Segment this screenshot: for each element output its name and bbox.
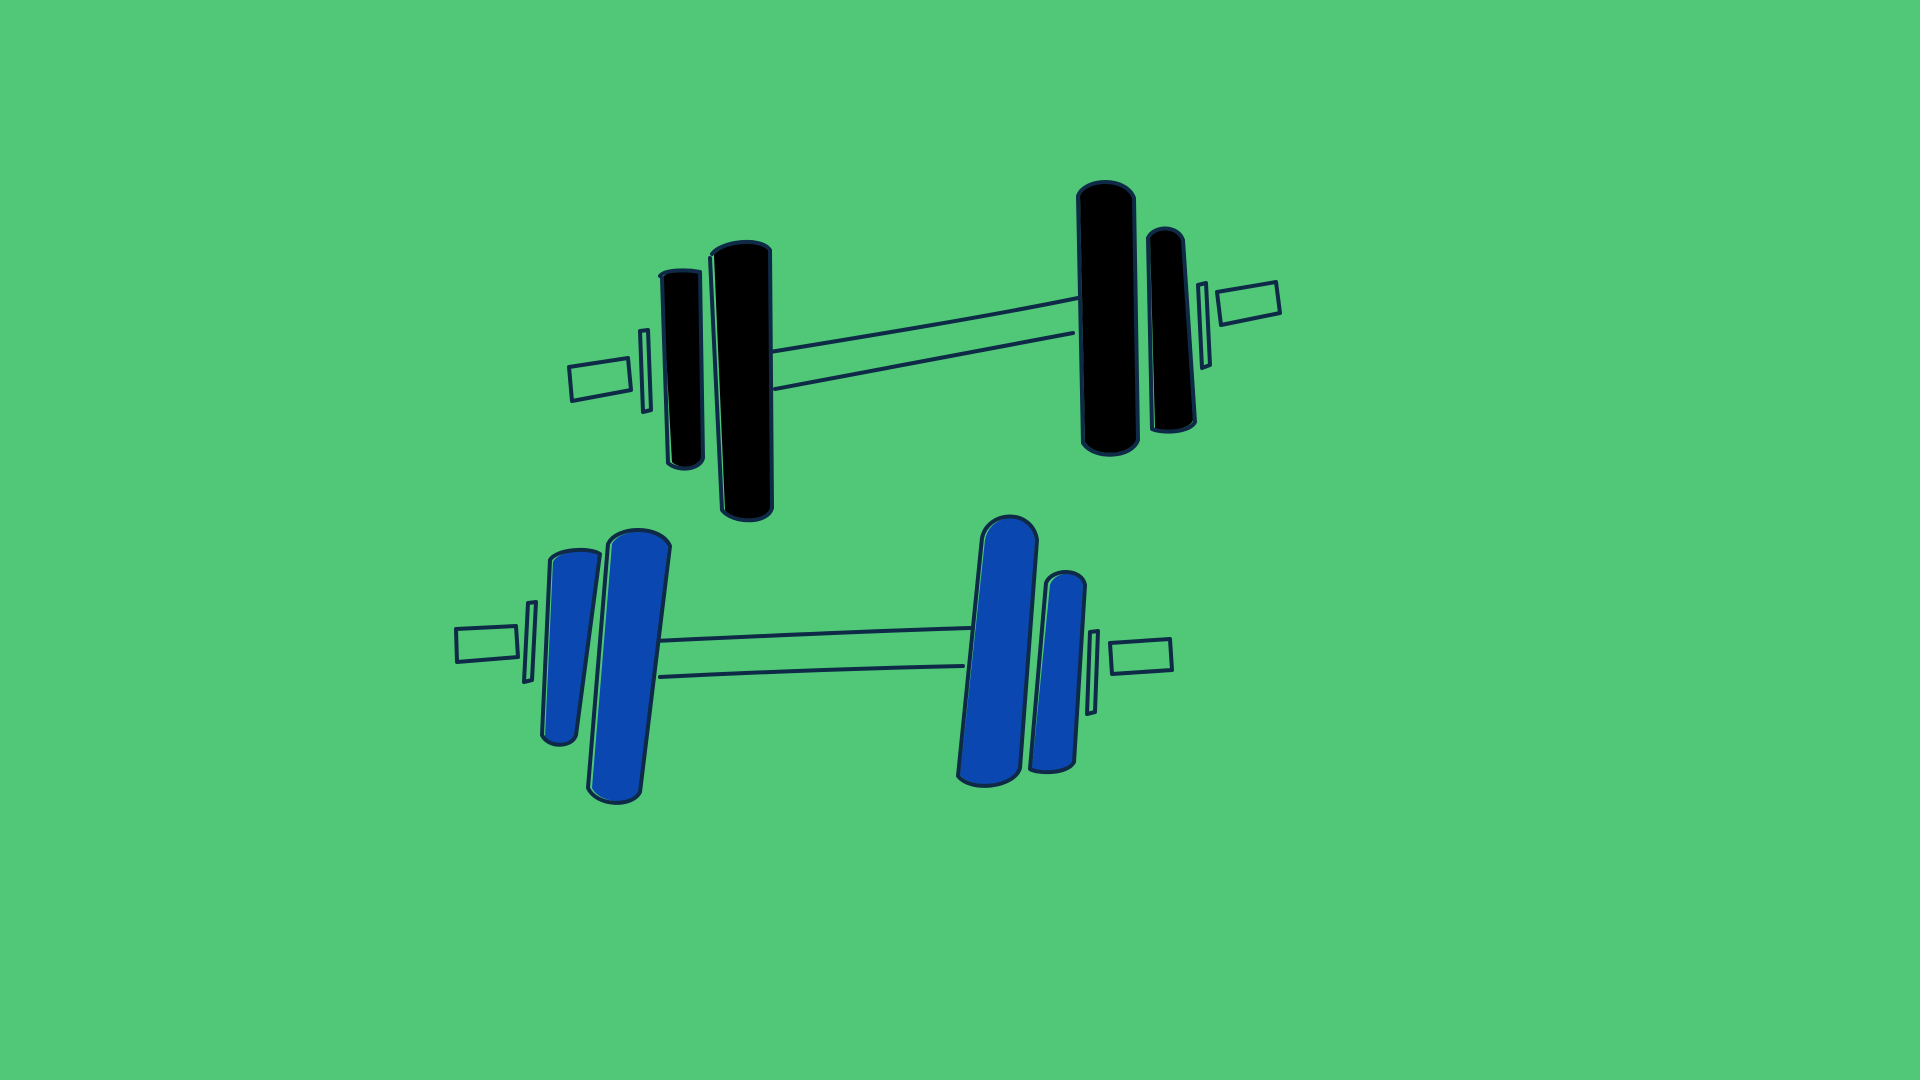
blue-barbell-right-end-cap — [1108, 637, 1174, 676]
black-barbell-left-collar — [638, 328, 653, 414]
black-barbell — [567, 180, 1282, 523]
blue-barbell-left-collar — [522, 600, 538, 684]
black-barbell-plate-left-small — [662, 271, 702, 467]
black-barbell-plate-right-large — [1080, 183, 1137, 453]
blue-barbell-plate-right-small — [1032, 573, 1083, 771]
blue-barbell-left-end-cap — [454, 624, 520, 664]
blue-barbell-plate-right-small-outline — [1028, 570, 1087, 775]
black-barbell-bar-top-edge — [768, 296, 1080, 354]
blue-barbell-bar-bottom-edge — [658, 664, 965, 679]
blue-barbell-plate-left-large — [592, 531, 668, 802]
blue-barbell-plate-left-small — [545, 550, 600, 745]
black-barbell-plate-left-large — [714, 243, 772, 520]
black-barbell-plate-right-small-outline — [1146, 226, 1197, 434]
blue-barbell-bar-top-edge — [653, 626, 972, 643]
blue-barbell-plate-left-small-outline — [540, 547, 602, 747]
black-barbell-plate-right-large-outline — [1076, 180, 1140, 457]
black-barbell-plate-left-small-outline — [658, 268, 705, 471]
black-barbell-right-end-cap — [1215, 280, 1282, 327]
black-barbell-left-end-cap — [567, 356, 633, 403]
blue-barbell-plate-right-large-outline — [956, 514, 1039, 788]
blue-barbell-right-collar — [1085, 629, 1100, 716]
black-barbell-right-collar — [1196, 281, 1212, 370]
black-barbell-bar-bottom-edge — [773, 331, 1075, 391]
blue-barbell-plate-right-large — [960, 518, 1035, 785]
blue-barbell-plate-left-large-outline — [586, 528, 672, 805]
black-barbell-plate-left-large-outline — [708, 239, 774, 523]
black-barbell-plate-right-small — [1150, 229, 1193, 430]
blue-barbell — [454, 514, 1174, 805]
